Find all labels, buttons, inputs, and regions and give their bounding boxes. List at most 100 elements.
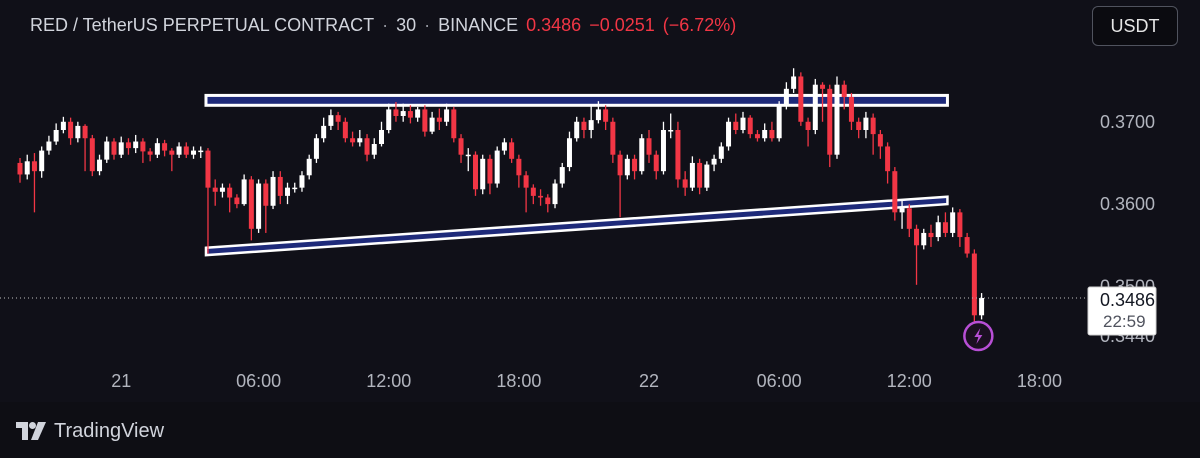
candle-down[interactable] bbox=[147, 151, 153, 155]
candle-down[interactable] bbox=[436, 117, 442, 122]
candle-down[interactable] bbox=[971, 253, 977, 316]
candle-down[interactable] bbox=[733, 121, 739, 130]
candle-down[interactable] bbox=[364, 138, 370, 155]
currency-button[interactable]: USDT bbox=[1092, 6, 1178, 46]
candle-up[interactable] bbox=[566, 138, 572, 168]
candle-up[interactable] bbox=[574, 121, 580, 139]
candle-up[interactable] bbox=[783, 88, 789, 106]
candle-down[interactable] bbox=[516, 158, 522, 176]
candle-up[interactable] bbox=[386, 109, 392, 130]
candle-down[interactable] bbox=[964, 237, 970, 254]
candle-down[interactable] bbox=[827, 88, 833, 155]
candle-down[interactable] bbox=[914, 228, 920, 246]
candle-down[interactable] bbox=[805, 121, 811, 130]
candle-up[interactable] bbox=[444, 109, 450, 122]
resistance-band[interactable] bbox=[204, 93, 949, 107]
candle-up[interactable] bbox=[899, 208, 905, 213]
candle-up[interactable] bbox=[834, 84, 840, 155]
candle-up[interactable] bbox=[328, 115, 334, 126]
candle-down[interactable] bbox=[422, 109, 428, 132]
candle-down[interactable] bbox=[68, 121, 74, 139]
candle-down[interactable] bbox=[31, 161, 37, 172]
candle-up[interactable] bbox=[415, 109, 421, 118]
candle-down[interactable] bbox=[877, 134, 883, 147]
candle-down[interactable] bbox=[407, 111, 413, 118]
candle-up[interactable] bbox=[176, 146, 182, 155]
candle-up[interactable] bbox=[935, 222, 941, 238]
candle-up[interactable] bbox=[219, 187, 225, 192]
candle-down[interactable] bbox=[538, 195, 544, 198]
candle-down[interactable] bbox=[697, 162, 703, 188]
candle-down[interactable] bbox=[530, 187, 536, 196]
candle-down[interactable] bbox=[472, 154, 478, 190]
candle-down[interactable] bbox=[870, 117, 876, 135]
candle-up[interactable] bbox=[306, 158, 312, 176]
candle-down[interactable] bbox=[350, 138, 356, 143]
candle-up[interactable] bbox=[689, 162, 695, 188]
candle-down[interactable] bbox=[754, 134, 760, 139]
candle-down[interactable] bbox=[610, 121, 616, 155]
chart-area[interactable]: 0.3700 0.3600 0.3500 0.3440 21 06:00 12:00 18:0… bbox=[0, 0, 1200, 402]
candle-down[interactable] bbox=[653, 154, 659, 172]
candle-down[interactable] bbox=[458, 138, 464, 155]
candle-down[interactable] bbox=[263, 183, 269, 206]
candle-down[interactable] bbox=[885, 146, 891, 172]
candle-down[interactable] bbox=[841, 84, 847, 98]
candle-up[interactable] bbox=[371, 144, 377, 155]
candle-up[interactable] bbox=[60, 121, 66, 130]
candle-up[interactable] bbox=[75, 125, 81, 139]
candle-down[interactable] bbox=[617, 154, 623, 176]
candle-up[interactable] bbox=[39, 150, 45, 172]
candle-down[interactable] bbox=[632, 158, 638, 172]
candle-up[interactable] bbox=[639, 138, 645, 172]
candle-down[interactable] bbox=[17, 162, 23, 175]
candle-down[interactable] bbox=[675, 130, 681, 180]
candle-up[interactable] bbox=[480, 158, 486, 190]
candle-up[interactable] bbox=[379, 130, 384, 144]
candle-up[interactable] bbox=[118, 142, 124, 155]
candle-down[interactable] bbox=[581, 121, 587, 130]
candle-down[interactable] bbox=[906, 208, 912, 229]
candle-down[interactable] bbox=[747, 117, 753, 135]
candle-down[interactable] bbox=[335, 115, 341, 122]
candle-up[interactable] bbox=[133, 141, 139, 149]
candle-up[interactable] bbox=[718, 146, 724, 159]
candle-up[interactable] bbox=[624, 158, 630, 176]
candle-down[interactable] bbox=[393, 109, 399, 116]
tradingview-brand[interactable]: TradingView bbox=[16, 420, 164, 442]
candle-up[interactable] bbox=[154, 143, 160, 155]
candle-up[interactable] bbox=[776, 105, 782, 139]
candle-up[interactable] bbox=[241, 179, 247, 205]
candle-down[interactable] bbox=[892, 171, 898, 213]
symbol-name[interactable]: RED / TetherUS PERPETUAL CONTRACT bbox=[30, 14, 375, 35]
candle-down[interactable] bbox=[125, 142, 131, 149]
candle-up[interactable] bbox=[921, 232, 927, 246]
candle-up[interactable] bbox=[950, 212, 956, 233]
candle-down[interactable] bbox=[234, 197, 240, 205]
candle-down[interactable] bbox=[682, 179, 688, 188]
candle-down[interactable] bbox=[140, 141, 146, 152]
candle-up[interactable] bbox=[740, 117, 746, 130]
candle-up[interactable] bbox=[191, 150, 197, 155]
candle-down[interactable] bbox=[942, 222, 948, 233]
candle-down[interactable] bbox=[162, 143, 168, 151]
candle-down[interactable] bbox=[848, 97, 854, 122]
candle-down[interactable] bbox=[451, 109, 457, 139]
candle-down[interactable] bbox=[183, 146, 189, 155]
candle-down[interactable] bbox=[928, 232, 934, 238]
interval-label[interactable]: 30 bbox=[396, 14, 417, 35]
candle-down[interactable] bbox=[89, 138, 95, 172]
candle-down[interactable] bbox=[646, 138, 652, 155]
candle-down[interactable] bbox=[769, 130, 775, 139]
candle-up[interactable] bbox=[588, 120, 594, 130]
candle-up[interactable] bbox=[552, 183, 558, 205]
candle-up[interactable] bbox=[726, 121, 732, 147]
candle-up[interactable] bbox=[104, 141, 110, 160]
candle-up[interactable] bbox=[97, 159, 103, 172]
candle-up[interactable] bbox=[501, 142, 507, 151]
candle-up[interactable] bbox=[595, 109, 601, 121]
candle-up[interactable] bbox=[429, 117, 435, 132]
candle-down[interactable] bbox=[603, 109, 609, 122]
candle-up[interactable] bbox=[791, 76, 797, 89]
